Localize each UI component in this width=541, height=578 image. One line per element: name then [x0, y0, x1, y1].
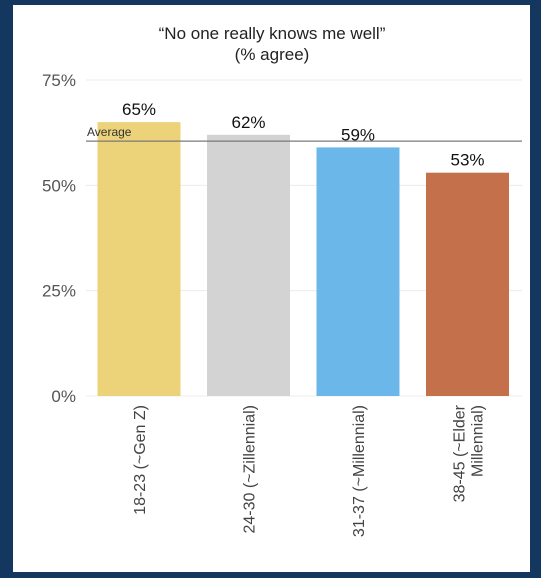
average-line-group: Average [86, 125, 522, 142]
x-tick-label: 31-37 (~Millennial) [351, 405, 368, 537]
bar-value-label: 53% [450, 151, 484, 170]
bar [426, 172, 509, 396]
x-axis-ticks: 18-23 (~Gen Z) 24-30 (~Zillennial) 31-37 (… [132, 404, 487, 537]
bar-value-label: 65% [122, 100, 156, 119]
bar [207, 134, 290, 397]
x-tick-label: Millennial) [470, 405, 487, 477]
bar [316, 147, 400, 396]
bars [97, 122, 509, 397]
x-tick-label: 38-45 (~Elder [452, 404, 469, 502]
y-tick-label: 0% [51, 387, 76, 406]
average-label: Average [87, 125, 132, 139]
y-tick-label: 75% [42, 71, 76, 90]
y-tick-label: 50% [42, 176, 76, 195]
value-labels: 65% 62% 59% 53% [122, 100, 485, 170]
chart-subtitle: (% agree) [235, 45, 310, 64]
y-tick-label: 25% [42, 282, 76, 301]
bar-value-label: 59% [341, 125, 375, 144]
chart-title: “No one really knows me well” [159, 24, 386, 43]
y-axis-ticks: 0% 25% 50% 75% [42, 71, 76, 406]
bar-value-label: 62% [231, 113, 265, 132]
x-tick-label: 24-30 (~Zillennial) [242, 405, 259, 534]
bar [97, 122, 181, 396]
x-tick-label: 18-23 (~Gen Z) [132, 405, 149, 515]
